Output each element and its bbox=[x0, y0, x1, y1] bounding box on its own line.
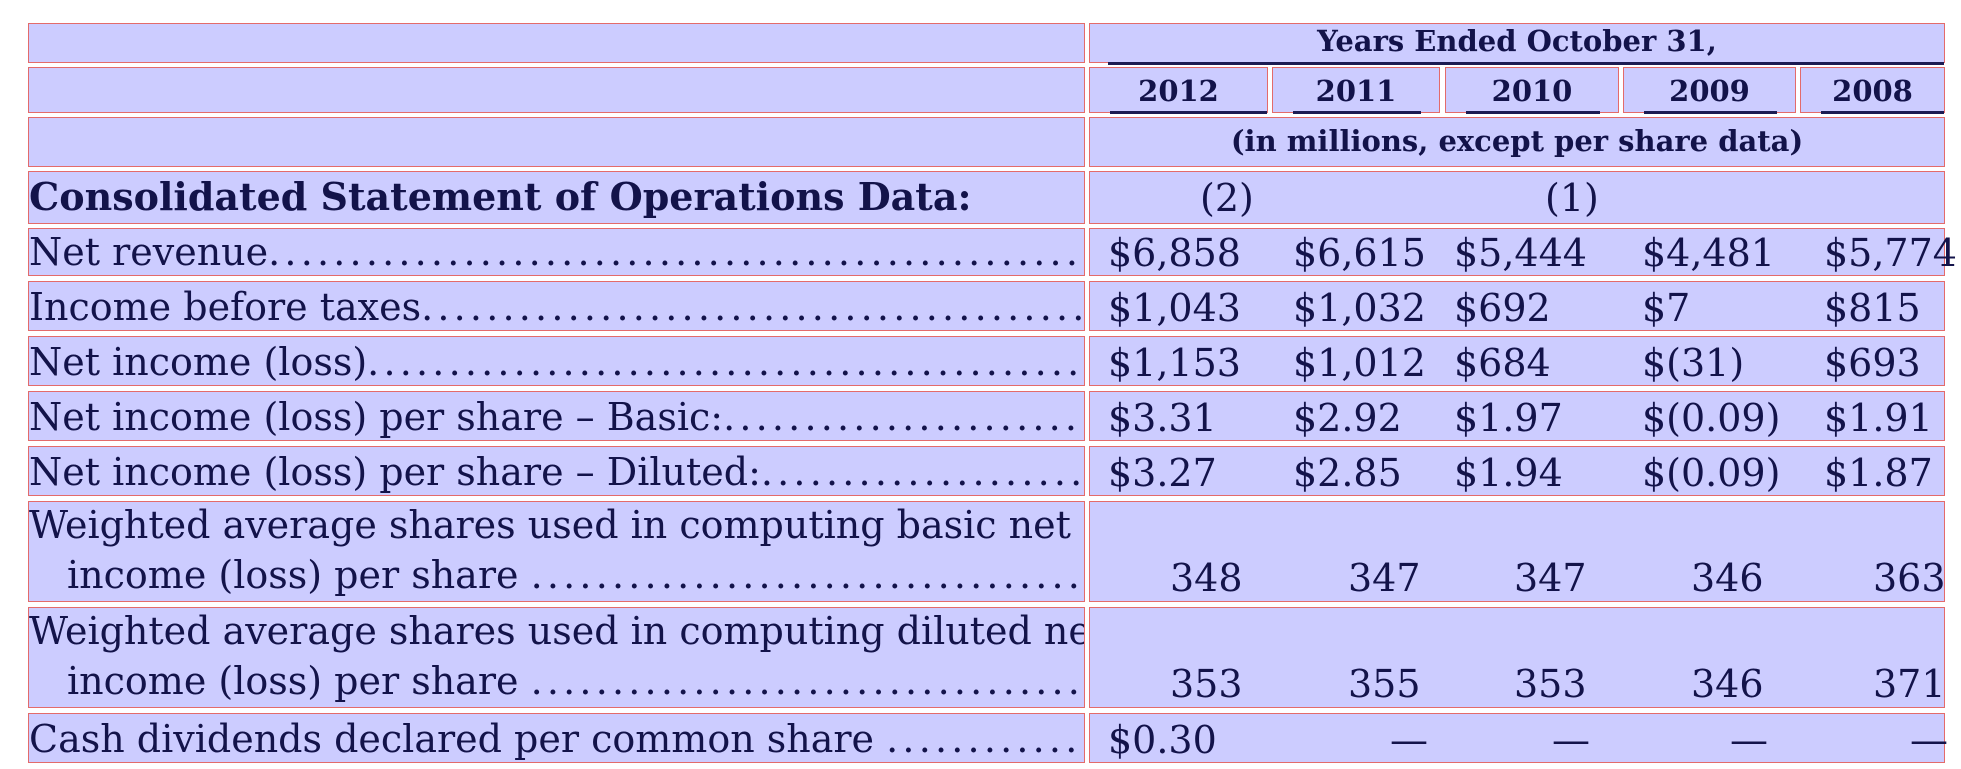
value-cell: 346 bbox=[1691, 556, 1764, 600]
row-label: Net income (loss) per share – Diluted: bbox=[29, 450, 761, 494]
period-underline bbox=[1108, 62, 1944, 65]
value-cell: $1.97 bbox=[1454, 396, 1563, 440]
year-header-2008: 2008 bbox=[1800, 67, 1945, 114]
value-cell: $1.94 bbox=[1454, 451, 1563, 495]
value-cell: $1,153 bbox=[1108, 341, 1241, 385]
row-label: Net income (loss) bbox=[29, 340, 368, 384]
value-cell: $6,615 bbox=[1293, 231, 1426, 275]
value-cell: $1.91 bbox=[1824, 396, 1933, 440]
header-label-cell-3 bbox=[28, 117, 1085, 167]
row-label-shares-basic: Weighted average shares used in computin… bbox=[28, 501, 1085, 602]
year-header-2010: 2010 bbox=[1445, 67, 1619, 114]
value-cell: $(0.09) bbox=[1642, 396, 1781, 440]
value-cell: $815 bbox=[1824, 286, 1921, 330]
period-header-cell: Years Ended October 31, bbox=[1089, 23, 1945, 65]
value-cell: $(31) bbox=[1642, 341, 1745, 385]
year-underline bbox=[1110, 111, 1267, 114]
row-label-line2: income (loss) per share bbox=[67, 553, 519, 597]
year-underline bbox=[1293, 111, 1421, 114]
row-label: Income before taxes bbox=[29, 285, 422, 329]
value-cell: 353 bbox=[1170, 662, 1243, 706]
value-cell: $2.92 bbox=[1293, 396, 1402, 440]
values-shares-basic: 348 347 347 346 363 bbox=[1089, 501, 1946, 602]
value-cell: $3.27 bbox=[1108, 451, 1217, 495]
value-cell: — bbox=[1730, 718, 1768, 762]
row-label-line2: income (loss) per share bbox=[67, 659, 519, 703]
year-underline bbox=[1466, 111, 1600, 114]
section-title: Consolidated Statement of Operations Dat… bbox=[29, 174, 972, 219]
values-eps-basic: $3.31 $2.92 $1.97 $(0.09) $1.91 bbox=[1089, 391, 1945, 441]
units-header: (in millions, except per share data) bbox=[1230, 124, 1804, 158]
row-label-net-revenue: Net revenue.............................… bbox=[28, 228, 1085, 276]
section-title-cell: Consolidated Statement of Operations Dat… bbox=[28, 171, 1085, 224]
units-header-cell: (in millions, except per share data) bbox=[1089, 117, 1945, 167]
values-net-revenue: $6,858 $6,615 $5,444 $4,481 $5,774 bbox=[1089, 228, 1957, 276]
value-cell: 346 bbox=[1691, 662, 1764, 706]
value-cell: $2.85 bbox=[1293, 451, 1402, 495]
header-label-cell-1 bbox=[28, 23, 1085, 63]
value-cell: $693 bbox=[1824, 341, 1921, 385]
row-label-shares-diluted: Weighted average shares used in computin… bbox=[28, 607, 1085, 708]
row-label-line1: Weighted average shares used in computin… bbox=[29, 609, 1085, 653]
value-cell: $1.87 bbox=[1824, 451, 1933, 495]
leader-dots: ........................................… bbox=[760, 450, 1085, 494]
year-underline bbox=[1644, 111, 1777, 114]
row-label-net-income: Net income (loss).......................… bbox=[28, 336, 1085, 386]
value-cell: 363 bbox=[1873, 556, 1946, 600]
leader-dots: ........................................… bbox=[886, 717, 1084, 761]
value-cell: $7 bbox=[1642, 286, 1691, 330]
leader-dots: ........................................… bbox=[530, 553, 1085, 597]
leader-dots: ........................................… bbox=[723, 395, 1084, 439]
value-cell: $692 bbox=[1454, 286, 1551, 330]
row-label-eps-basic: Net income (loss) per share – Basic:....… bbox=[28, 391, 1085, 441]
row-label-dividends: Cash dividends declared per common share… bbox=[28, 713, 1085, 763]
value-cell: 347 bbox=[1348, 556, 1421, 600]
value-cell: $3.31 bbox=[1108, 396, 1217, 440]
note-2: (2) bbox=[1200, 176, 1254, 220]
value-cell: — bbox=[1910, 718, 1948, 762]
value-cell: $1,032 bbox=[1293, 286, 1426, 330]
value-cell: 371 bbox=[1873, 662, 1946, 706]
values-eps-diluted: $3.27 $2.85 $1.94 $(0.09) $1.87 bbox=[1089, 446, 1945, 496]
year-header-2012: 2012 bbox=[1089, 67, 1268, 114]
period-header: Years Ended October 31, bbox=[1317, 24, 1717, 58]
row-label-income-before-taxes: Income before taxes.....................… bbox=[28, 281, 1085, 331]
row-label: Net revenue bbox=[29, 230, 269, 274]
value-cell: $5,444 bbox=[1454, 231, 1587, 275]
row-label: Net income (loss) per share – Basic: bbox=[29, 395, 724, 439]
year-header-2011: 2011 bbox=[1272, 67, 1440, 114]
values-dividends: $0.30 — — — — bbox=[1089, 713, 1948, 763]
notes-cell: (2) (1) bbox=[1089, 171, 1945, 224]
value-cell: $1,043 bbox=[1108, 286, 1241, 330]
value-cell: 347 bbox=[1514, 556, 1587, 600]
leader-dots: ........................................… bbox=[367, 340, 1085, 384]
header-label-cell-2 bbox=[28, 67, 1085, 113]
value-cell: $1,012 bbox=[1293, 341, 1426, 385]
year-underline bbox=[1821, 111, 1944, 114]
value-cell: — bbox=[1552, 718, 1590, 762]
value-cell: — bbox=[1390, 718, 1428, 762]
leader-dots: ........................................… bbox=[530, 659, 1085, 703]
leader-dots: ........................................… bbox=[421, 285, 1085, 329]
values-shares-diluted: 353 355 353 346 371 bbox=[1089, 607, 1946, 708]
year-header-2009: 2009 bbox=[1623, 67, 1796, 114]
row-label-eps-diluted: Net income (loss) per share – Diluted:..… bbox=[28, 446, 1085, 496]
value-cell: 348 bbox=[1170, 556, 1243, 600]
value-cell: $684 bbox=[1454, 341, 1551, 385]
leader-dots: ........................................… bbox=[268, 230, 1084, 274]
row-label: Cash dividends declared per common share bbox=[29, 717, 875, 761]
value-cell: $0.30 bbox=[1108, 718, 1217, 762]
value-cell: 353 bbox=[1514, 662, 1587, 706]
values-income-before-taxes: $1,043 $1,032 $692 $7 $815 bbox=[1089, 281, 1945, 331]
value-cell: $(0.09) bbox=[1642, 451, 1781, 495]
row-label-line1: Weighted average shares used in computin… bbox=[29, 503, 1071, 547]
note-1: (1) bbox=[1545, 176, 1599, 220]
value-cell: $6,858 bbox=[1108, 231, 1241, 275]
value-cell: $5,774 bbox=[1824, 231, 1957, 275]
value-cell: $4,481 bbox=[1642, 231, 1775, 275]
value-cell: 355 bbox=[1348, 662, 1421, 706]
values-net-income: $1,153 $1,012 $684 $(31) $693 bbox=[1089, 336, 1945, 386]
